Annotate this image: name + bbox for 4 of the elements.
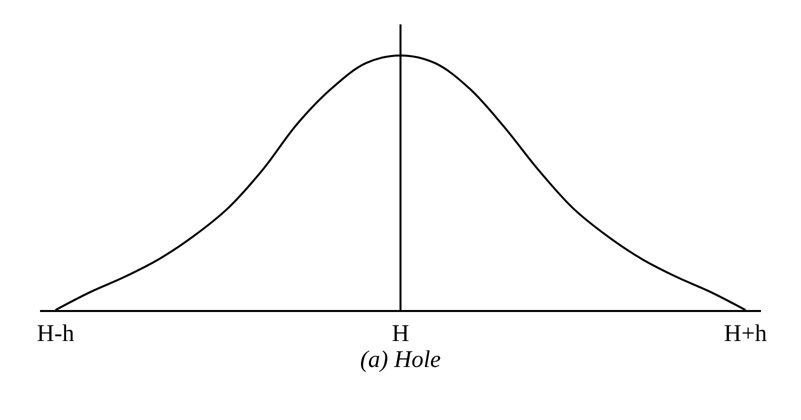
x-axis-title: (a) Hole [360,346,442,373]
x-tick-label: H-h [36,320,74,347]
x-tick-label: H [392,320,410,347]
x-tick-label: H+h [724,320,767,347]
